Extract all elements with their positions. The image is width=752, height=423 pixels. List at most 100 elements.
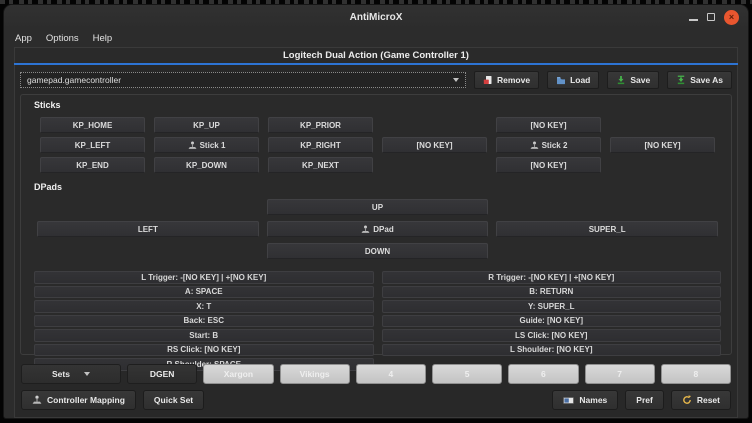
stick2-left-button[interactable]: [NO KEY] xyxy=(382,137,487,153)
stick1-left-button[interactable]: KP_LEFT xyxy=(40,137,145,153)
back-button[interactable]: Back: ESC xyxy=(34,314,374,327)
pref-label: Pref xyxy=(636,395,653,405)
joystick-icon xyxy=(188,141,197,149)
stick1-name: Stick 1 xyxy=(199,140,226,150)
tab-controller[interactable]: Logitech Dual Action (Game Controller 1) xyxy=(14,47,738,63)
menu-help[interactable]: Help xyxy=(92,32,113,44)
dpad-left-button[interactable]: LEFT xyxy=(37,221,259,237)
dpad-name: DPad xyxy=(373,224,394,234)
load-button-label: Load xyxy=(570,75,591,85)
mappings-left-column: L Trigger: -[NO KEY] | +[NO KEY] A: SPAC… xyxy=(34,271,374,371)
save-icon xyxy=(618,76,625,85)
stick1-right-button[interactable]: KP_RIGHT xyxy=(268,137,373,153)
button-mappings: L Trigger: -[NO KEY] | +[NO KEY] A: SPAC… xyxy=(34,271,721,371)
y-button[interactable]: Y: SUPER_L xyxy=(381,300,721,313)
names-label: Names xyxy=(579,395,608,405)
window-controls: × xyxy=(689,9,748,25)
dpad-grid: UP LEFT DPad SUPER_L DOWN xyxy=(37,199,718,259)
stick1-up-button[interactable]: KP_UP xyxy=(154,117,259,133)
mappings-right-column: R Trigger: -[NO KEY] | +[NO KEY] B: RETU… xyxy=(381,271,721,371)
controller-tabwidget: Logitech Dual Action (Game Controller 1)… xyxy=(14,47,738,418)
stick1-downleft-button[interactable]: KP_END xyxy=(40,157,145,173)
set-tab-5[interactable]: 5 xyxy=(432,364,503,384)
tab-pane: gamepad.gamecontroller Remove Load Save xyxy=(14,65,738,418)
stick2-up-button[interactable]: [NO KEY] xyxy=(496,117,601,133)
sticks-heading: Sticks xyxy=(34,100,61,110)
stick2-down-button[interactable]: [NO KEY] xyxy=(496,157,601,173)
stick1-down-button[interactable]: KP_DOWN xyxy=(154,157,259,173)
save-as-button[interactable]: Save As xyxy=(667,71,732,89)
quick-set-label: Quick Set xyxy=(153,395,194,405)
menu-app[interactable]: App xyxy=(15,32,32,44)
names-icon xyxy=(563,396,575,404)
save-as-button-label: Save As xyxy=(690,75,723,85)
dpad-center-button[interactable]: DPad xyxy=(266,221,489,237)
tab-active-underline xyxy=(14,63,738,65)
stick1-downright-button[interactable]: KP_NEXT xyxy=(268,157,373,173)
joystick-icon xyxy=(361,225,370,233)
set-tab-6[interactable]: 6 xyxy=(508,364,579,384)
save-button[interactable]: Save xyxy=(607,71,660,89)
close-button[interactable]: × xyxy=(724,9,739,25)
set-tab-7[interactable]: 7 xyxy=(584,364,655,384)
controller-mapping-button[interactable]: Controller Mapping xyxy=(21,390,136,410)
guide-button[interactable]: Guide: [NO KEY] xyxy=(381,314,721,327)
set-tab-4[interactable]: 4 xyxy=(355,364,426,384)
pref-button[interactable]: Pref xyxy=(625,390,664,410)
footer-row: Controller Mapping Quick Set Names Pref … xyxy=(21,390,731,410)
antimicrox-window: AntiMicroX × App Options Help Logitech D… xyxy=(4,5,748,418)
stick1-upright-button[interactable]: KP_PRIOR xyxy=(268,117,373,133)
joystick-icon xyxy=(530,141,539,149)
minimize-button[interactable] xyxy=(689,18,698,21)
load-icon xyxy=(557,77,566,85)
names-button[interactable]: Names xyxy=(552,390,619,410)
sticks-grid: KP_HOME KP_UP KP_PRIOR [NO KEY] KP_LEFT … xyxy=(40,117,715,173)
start-button[interactable]: Start: B xyxy=(34,329,374,342)
r-trigger-button[interactable]: R Trigger: -[NO KEY] | +[NO KEY] xyxy=(381,271,721,284)
set-tab-8[interactable]: 8 xyxy=(660,364,731,384)
sets-row: Sets DGEN Xargon Vikings 4 5 6 7 8 xyxy=(21,364,731,384)
l-shoulder-button[interactable]: L Shoulder: [NO KEY] xyxy=(381,343,721,356)
stick2-center-button[interactable]: Stick 2 xyxy=(496,137,601,153)
close-icon: × xyxy=(728,11,735,22)
stick1-center-button[interactable]: Stick 1 xyxy=(154,137,259,153)
dpads-heading: DPads xyxy=(34,182,63,192)
set-tab-dgen[interactable]: DGEN xyxy=(127,364,198,384)
reset-button[interactable]: Reset xyxy=(670,390,731,410)
reset-label: Reset xyxy=(696,395,720,405)
dpad-down-button[interactable]: DOWN xyxy=(266,243,489,259)
controls-panel: Sticks KP_HOME KP_UP KP_PRIOR [NO KEY] K… xyxy=(20,94,732,371)
x-button[interactable]: X: T xyxy=(34,300,374,313)
chevron-down-icon xyxy=(452,78,459,82)
load-button[interactable]: Load xyxy=(547,71,600,89)
remove-button[interactable]: Remove xyxy=(473,71,540,89)
sets-dropdown[interactable]: Sets xyxy=(21,364,121,384)
stick2-right-button[interactable]: [NO KEY] xyxy=(610,137,715,153)
chevron-down-icon xyxy=(83,372,90,376)
dpad-right-button[interactable]: SUPER_L xyxy=(496,221,718,237)
b-button[interactable]: B: RETURN xyxy=(381,285,721,298)
stick2-name: Stick 2 xyxy=(541,140,568,150)
desktop-edge-pattern xyxy=(0,0,752,4)
l-trigger-button[interactable]: L Trigger: -[NO KEY] | +[NO KEY] xyxy=(34,271,374,284)
stick1-upleft-button[interactable]: KP_HOME xyxy=(40,117,145,133)
a-button[interactable]: A: SPACE xyxy=(34,285,374,298)
ls-click-button[interactable]: LS Click: [NO KEY] xyxy=(381,329,721,342)
menu-options[interactable]: Options xyxy=(45,32,79,44)
sets-dropdown-label: Sets xyxy=(52,369,70,379)
profile-select-value: gamepad.gamecontroller xyxy=(27,75,122,85)
dpad-up-button[interactable]: UP xyxy=(266,199,489,215)
set-tab-vikings[interactable]: Vikings xyxy=(279,364,350,384)
set-tab-xargon[interactable]: Xargon xyxy=(203,364,274,384)
rs-click-button[interactable]: RS Click: [NO KEY] xyxy=(34,343,374,356)
save-as-icon xyxy=(678,75,685,85)
joystick-icon xyxy=(32,395,42,404)
profile-toolbar: gamepad.gamecontroller Remove Load Save xyxy=(19,69,733,93)
reset-icon xyxy=(682,395,691,404)
titlebar[interactable]: AntiMicroX × xyxy=(4,5,748,29)
profile-select[interactable]: gamepad.gamecontroller xyxy=(20,72,466,88)
window-title: AntiMicroX xyxy=(349,11,403,23)
maximize-button[interactable] xyxy=(707,13,715,21)
quick-set-button[interactable]: Quick Set xyxy=(142,390,205,410)
save-button-label: Save xyxy=(630,75,651,85)
